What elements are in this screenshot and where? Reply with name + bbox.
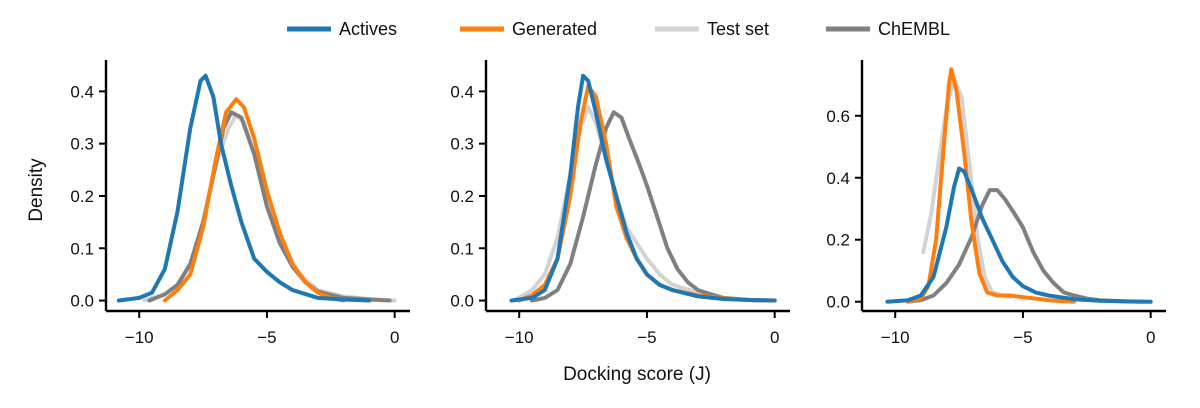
panel-2-y-tick-label: 0.3 (450, 135, 474, 154)
legend-item-actives: Actives (287, 19, 397, 39)
panel-2-series-chembl (530, 110, 764, 303)
legend-item-test-set: Test set (655, 19, 769, 39)
panel-3-y-tick-label: 0.4 (826, 169, 850, 188)
panel-1: 0.0 0.1 0.2 0.3 0.4 −10 −5 0 (70, 60, 410, 347)
panel-2-y-tick-label: 0.1 (450, 239, 474, 258)
panel-1-y-tick-label: 0.3 (70, 135, 94, 154)
panel-1-y-tick-label: 0.0 (70, 292, 94, 311)
panel-3-y-tick-label: 0.2 (826, 231, 850, 250)
panel-2-series-generated (517, 84, 777, 303)
y-axis-title: Density (26, 158, 47, 222)
legend-label-actives: Actives (339, 19, 397, 39)
panel-2-series-actives (509, 73, 777, 303)
panels: 0.0 0.1 0.2 0.3 0.4 −10 −5 0 0.0 0.1 0.2 0.3 0.4 −10 −… (70, 60, 1166, 347)
panel-1-series-actives (116, 73, 372, 303)
legend-label-generated: Generated (512, 19, 597, 39)
panel-3-series-actives (885, 166, 1153, 304)
legend-label-chembl: ChEMBL (878, 19, 950, 39)
panel-1-y-tick-label: 0.1 (70, 239, 94, 258)
panel-2-x-tick-label: −10 (505, 328, 534, 347)
panel-3-y-tick-label: 0.6 (826, 107, 850, 126)
panel-2: 0.0 0.1 0.2 0.3 0.4 −10 −5 0 (450, 60, 790, 347)
panel-2-y-tick-label: 0.2 (450, 187, 474, 206)
panel-2-y-tick-label: 0.4 (450, 82, 474, 101)
legend-item-generated: Generated (460, 19, 597, 39)
panel-1-y-tick-label: 0.4 (70, 82, 94, 101)
panel-1-series-generated (162, 97, 346, 303)
panel-2-x-tick-label: 0 (770, 328, 779, 347)
panel-3-y-tick-label: 0.0 (826, 293, 850, 312)
panel-3-x-tick-label: −5 (1013, 328, 1032, 347)
legend-label-test-set: Test set (707, 19, 769, 39)
panel-1-x-tick-label: −5 (257, 328, 276, 347)
legend-item-chembl: ChEMBL (826, 19, 950, 39)
panel-1-y-tick-label: 0.2 (70, 187, 94, 206)
panel-2-x-tick-label: −5 (637, 328, 656, 347)
panel-3-series-generated (906, 67, 1076, 304)
panel-1-x-tick-label: −10 (125, 328, 154, 347)
x-axis-title: Docking score (J) (563, 364, 711, 385)
legend: Actives Generated Test set ChEMBL (287, 19, 950, 39)
panel-3-x-tick-label: 0 (1146, 328, 1155, 347)
panel-1-x-tick-label: 0 (390, 328, 399, 347)
panel-3-series-chembl (906, 188, 1145, 304)
panel-2-y-tick-label: 0.0 (450, 292, 474, 311)
panel-3: 0.0 0.2 0.4 0.6 −10 −5 0 (826, 60, 1166, 347)
panel-3-x-tick-label: −10 (881, 328, 910, 347)
